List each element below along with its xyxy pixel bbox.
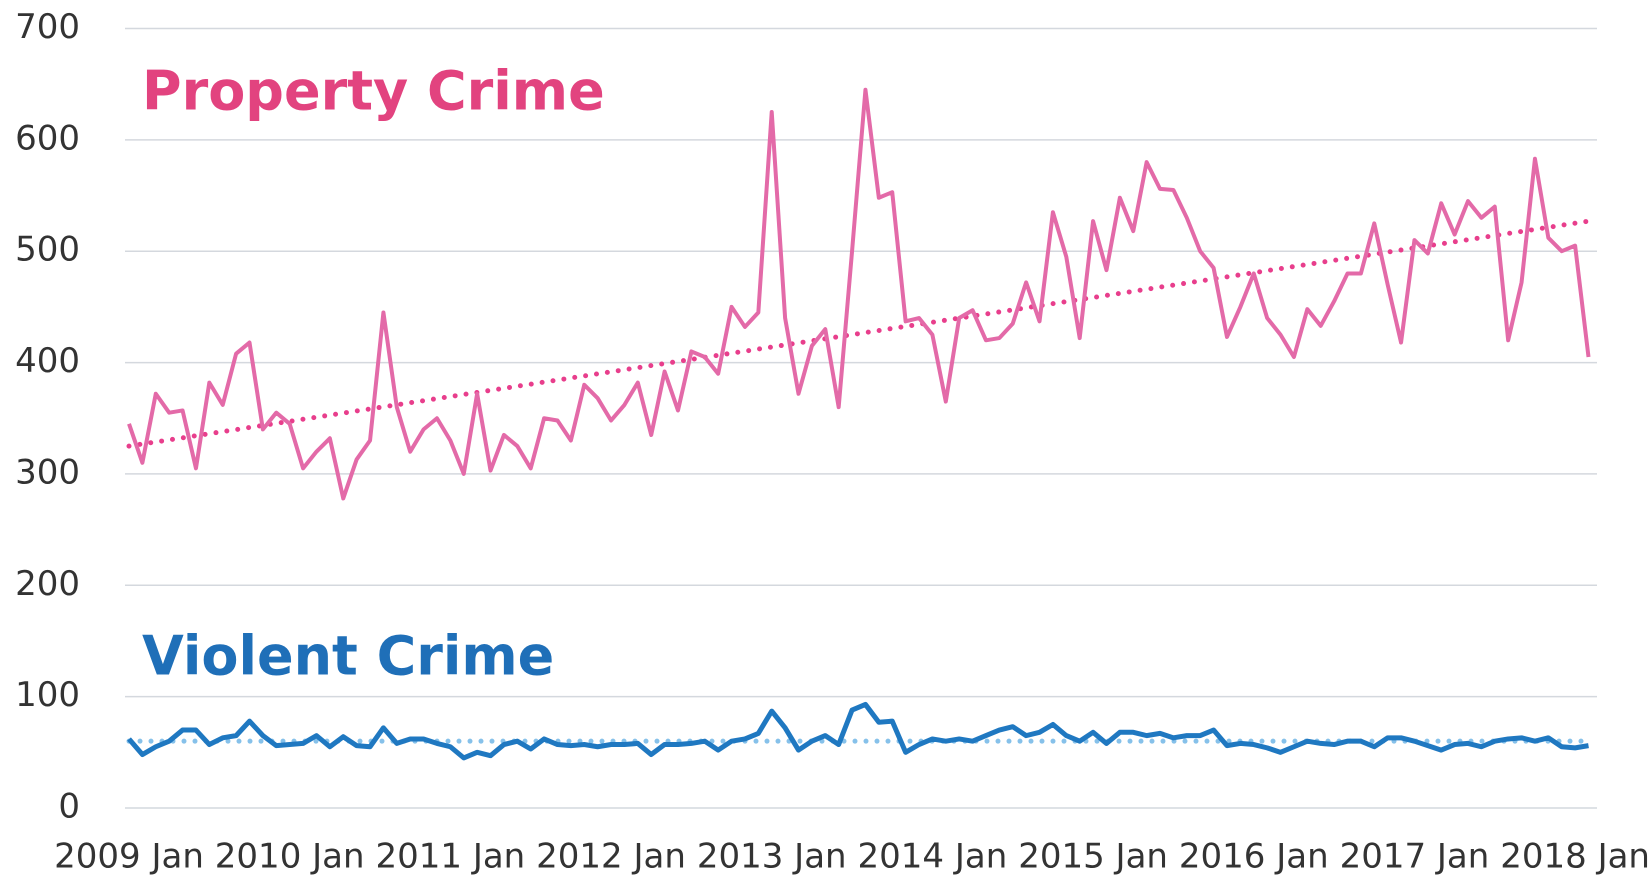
series-label: Property Crime [142, 60, 605, 123]
x-tick-label: 2014 Jan [858, 837, 1008, 877]
x-tick-label: 2009 Jan [54, 837, 204, 877]
y-tick-label: 200 [15, 564, 80, 604]
x-tick-label: 2011 Jan [375, 837, 525, 877]
x-tick-label: 2010 Jan [215, 837, 365, 877]
series-line [127, 87, 1591, 501]
y-tick-label: 400 [15, 341, 80, 381]
x-tick-label: 2017 Jan [1340, 837, 1490, 877]
x-tick-label: 2013 Jan [697, 837, 847, 877]
y-tick-label: 500 [15, 230, 80, 270]
x-tick-label: 2012 Jan [536, 837, 686, 877]
series-label: Violent Crime [142, 625, 554, 688]
y-tick-label: 700 [15, 7, 80, 47]
y-tick-label: 0 [58, 787, 80, 827]
x-tick-label: 2015 Jan [1018, 837, 1168, 877]
y-tick-label: 600 [15, 118, 80, 158]
series-line [127, 701, 1589, 761]
y-tick-label: 100 [15, 675, 80, 715]
trend-line [126, 218, 1592, 449]
x-tick-label: 2018 Jan [1500, 837, 1648, 877]
x-tick-label: 2016 Jan [1179, 837, 1329, 877]
y-tick-label: 300 [15, 452, 80, 492]
